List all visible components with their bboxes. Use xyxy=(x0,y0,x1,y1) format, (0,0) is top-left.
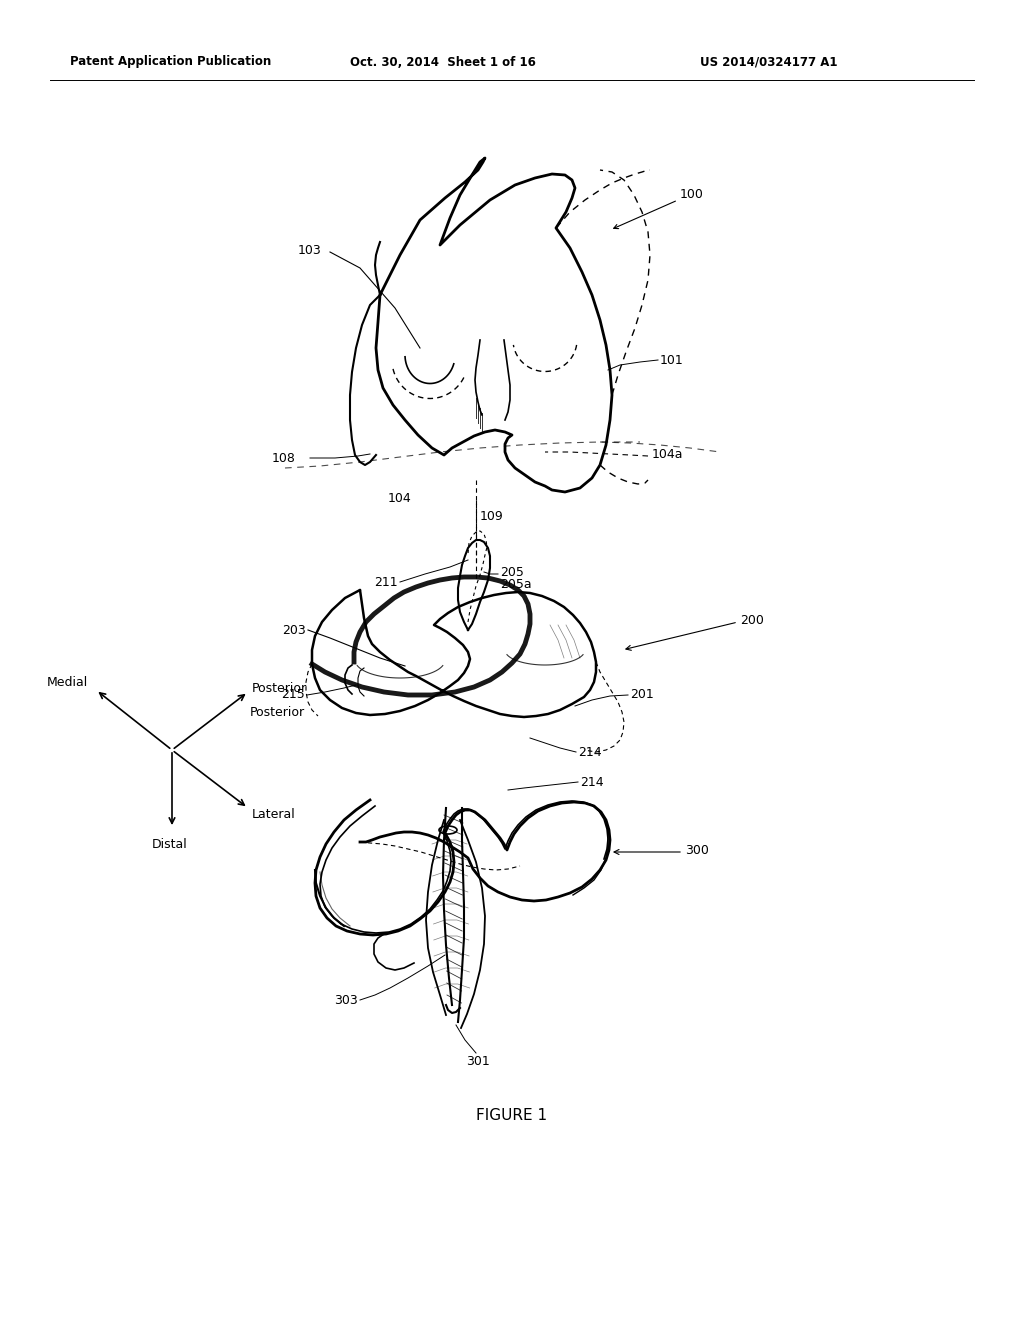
Text: 201: 201 xyxy=(630,689,653,701)
Text: 103: 103 xyxy=(298,243,322,256)
Text: 100: 100 xyxy=(680,189,703,202)
Text: 214: 214 xyxy=(580,776,603,788)
Text: 108: 108 xyxy=(272,451,296,465)
Text: Distal: Distal xyxy=(153,838,187,851)
Text: 215: 215 xyxy=(282,689,305,701)
Text: Medial: Medial xyxy=(47,676,88,689)
Text: 214: 214 xyxy=(578,746,602,759)
Text: 101: 101 xyxy=(660,354,684,367)
Text: 104a: 104a xyxy=(652,449,683,462)
Text: 104: 104 xyxy=(388,491,412,504)
Text: 303: 303 xyxy=(334,994,358,1006)
Text: 211: 211 xyxy=(375,576,398,589)
Text: 109: 109 xyxy=(480,510,504,523)
Text: Posterior: Posterior xyxy=(250,705,305,718)
Text: Posterior: Posterior xyxy=(252,681,307,694)
Text: 203: 203 xyxy=(283,623,306,636)
Text: US 2014/0324177 A1: US 2014/0324177 A1 xyxy=(700,55,838,69)
Text: FIGURE 1: FIGURE 1 xyxy=(476,1107,548,1122)
Text: 205a: 205a xyxy=(500,578,531,590)
Text: 301: 301 xyxy=(466,1055,489,1068)
Text: 205: 205 xyxy=(500,565,524,578)
Text: Oct. 30, 2014  Sheet 1 of 16: Oct. 30, 2014 Sheet 1 of 16 xyxy=(350,55,536,69)
Text: Lateral: Lateral xyxy=(252,808,296,821)
Text: 200: 200 xyxy=(740,614,764,627)
Text: Patent Application Publication: Patent Application Publication xyxy=(70,55,271,69)
Text: 300: 300 xyxy=(685,843,709,857)
